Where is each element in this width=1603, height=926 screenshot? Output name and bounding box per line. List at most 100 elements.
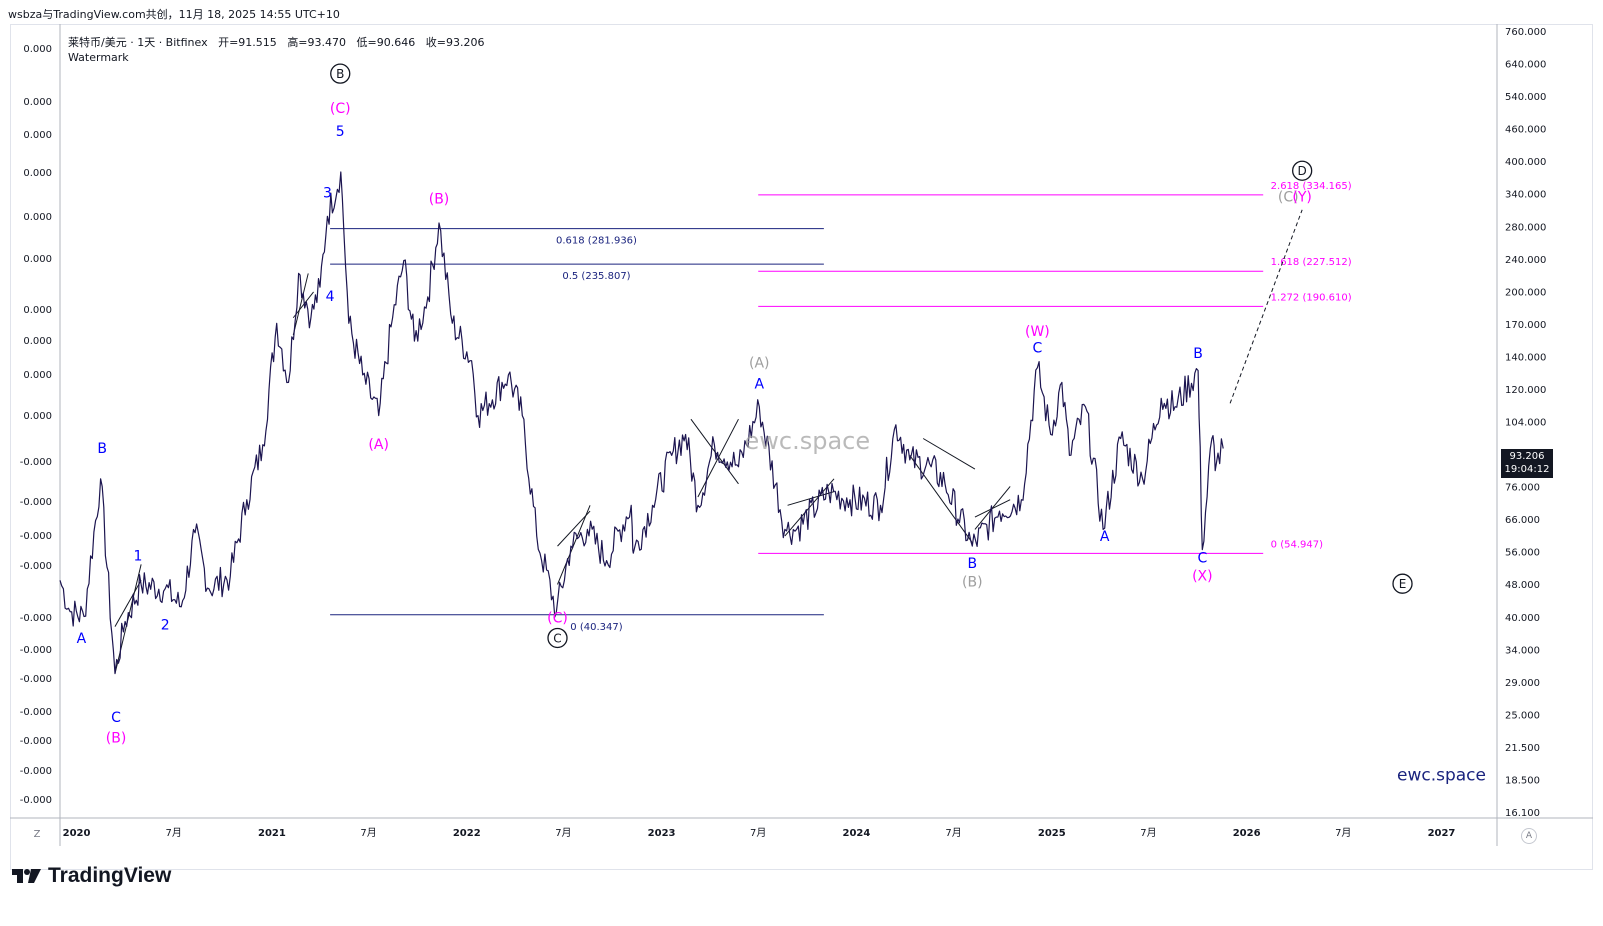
price-tick-label: 760.000 (1505, 27, 1546, 38)
left-scale-tick-label: 0.000 (23, 130, 52, 141)
low-value: 低=90.646 (356, 36, 416, 49)
left-scale-tick-label: -0.000 (20, 497, 52, 508)
wave-label: A (77, 631, 87, 647)
wave-label: (B) (962, 575, 983, 591)
wave-label: A (754, 377, 764, 393)
chart-frame (10, 24, 1593, 870)
left-scale-tick-label: -0.000 (20, 795, 52, 806)
left-scale-tick-label: 0.000 (23, 370, 52, 381)
wave-label: B (97, 441, 107, 457)
wave-label: 1 (133, 549, 142, 565)
wave-label: (X) (1192, 568, 1213, 584)
time-tick-label: 2027 (1428, 828, 1456, 839)
time-tick-label: 2025 (1038, 828, 1066, 839)
wave-label: B (336, 67, 344, 81)
wave-label: 4 (326, 289, 335, 305)
left-scale-tick-label: 0.000 (23, 97, 52, 108)
price-tick-label: 18.500 (1505, 775, 1540, 786)
wave-label: D (1298, 164, 1307, 178)
close-value: 收=93.206 (425, 36, 485, 49)
price-tick-label: 280.000 (1505, 222, 1546, 233)
timezone-button[interactable]: Z (33, 829, 41, 840)
wave-label: (C) (547, 611, 568, 627)
time-tick-label: 2024 (843, 828, 871, 839)
time-tick-label: 2021 (258, 828, 286, 839)
symbol-header: 莱特币/美元 · 1天 · Bitfinex 开=91.515 高=93.470… (68, 34, 484, 50)
fib-level-label: 1.272 (190.610) (1271, 292, 1352, 303)
pattern-line (114, 580, 142, 627)
left-scale-tick-label: -0.000 (20, 674, 52, 685)
wave-label: (B) (106, 731, 127, 747)
price-tick-label: 25.000 (1505, 710, 1540, 721)
high-value: 高=93.470 (287, 36, 347, 49)
wave-label: (Y) (1292, 190, 1311, 206)
wave-label-circle (330, 63, 351, 84)
fib-level-label: 0.5 (235.807) (562, 271, 630, 282)
left-scale-tick-label: 0.000 (23, 44, 52, 55)
left-scale-tick-label: -0.000 (20, 457, 52, 468)
left-scale-tick-label: 0.000 (23, 212, 52, 223)
pattern-line (292, 273, 309, 336)
time-tick-label: 2023 (648, 828, 676, 839)
wave-label: (C) (1278, 190, 1299, 206)
wave-label-circle (1392, 573, 1413, 594)
wave-label: (A) (368, 437, 389, 453)
left-scale-tick-label: -0.000 (20, 531, 52, 542)
price-tick-label: 48.000 (1505, 580, 1540, 591)
price-tick-label: 34.000 (1505, 645, 1540, 656)
left-scale-tick-label: 0.000 (23, 411, 52, 422)
wave-label: 5 (336, 124, 345, 140)
wave-label: B (967, 556, 977, 572)
wave-label: (B) (429, 191, 450, 207)
chart-attribution: wsbza与TradingView.com共创，11月 18, 2025 14:… (8, 8, 340, 21)
wave-label: C (1033, 341, 1043, 357)
fib-level-label: 2.618 (334.165) (1271, 181, 1352, 192)
left-scale-tick-label: -0.000 (20, 613, 52, 624)
time-tick-label: 7月 (1140, 827, 1156, 839)
wave-label: B (1193, 346, 1203, 362)
wave-label: E (1399, 577, 1407, 591)
tradingview-logo[interactable]: TradingView (12, 864, 171, 888)
price-tick-label: 21.500 (1505, 743, 1540, 754)
left-scale-tick-label: 0.000 (23, 305, 52, 316)
price-tick-label: 640.000 (1505, 60, 1546, 71)
wave-label: (C) (330, 101, 351, 117)
left-scale-tick-label: -0.000 (20, 645, 52, 656)
bar-countdown: 19:04:12 (1504, 464, 1550, 475)
price-tick-label: 16.100 (1505, 808, 1540, 819)
wave-label-circle (547, 627, 568, 649)
time-tick-label: 7月 (945, 827, 961, 839)
pattern-line (557, 505, 591, 585)
price-tick-label: 140.000 (1505, 352, 1546, 363)
wave-label: (W) (1025, 324, 1050, 340)
price-tick-label: 540.000 (1505, 92, 1546, 103)
fib-level-label: 0 (54.947) (1271, 539, 1323, 550)
fib-level-label: 0.618 (281.936) (556, 236, 637, 247)
wave-label: C (1197, 550, 1207, 566)
price-tick-label: 400.000 (1505, 157, 1546, 168)
price-tick-label: 56.000 (1505, 548, 1540, 559)
price-tick-label: 460.000 (1505, 125, 1546, 136)
left-scale-tick-label: -0.000 (20, 766, 52, 777)
time-tick-label: 2022 (453, 828, 481, 839)
price-tick-label: 340.000 (1505, 190, 1546, 201)
left-scale-tick-label: 0.000 (23, 336, 52, 347)
fib-level-label: 1.618 (227.512) (1271, 257, 1352, 268)
price-tick-label: 170.000 (1505, 320, 1546, 331)
wave-label: C (553, 631, 561, 645)
left-scale-tick-label: -0.000 (20, 707, 52, 718)
price-tick-label: 200.000 (1505, 287, 1546, 298)
brand-name: TradingView (48, 864, 172, 887)
price-tick-label: 104.000 (1505, 418, 1546, 429)
wave-label: 3 (323, 185, 332, 201)
left-scale-tick-label: -0.000 (20, 736, 52, 747)
price-series-line (59, 171, 1224, 675)
time-tick-label: 7月 (555, 827, 571, 839)
wave-label-circle (1292, 160, 1313, 181)
last-price: 93.206 (1509, 451, 1545, 462)
open-value: 开=91.515 (218, 36, 277, 49)
auto-scale-button[interactable]: A (1521, 828, 1537, 844)
symbol-name[interactable]: 莱特币/美元 · 1天 · Bitfinex (68, 36, 208, 49)
pattern-line (922, 438, 976, 470)
